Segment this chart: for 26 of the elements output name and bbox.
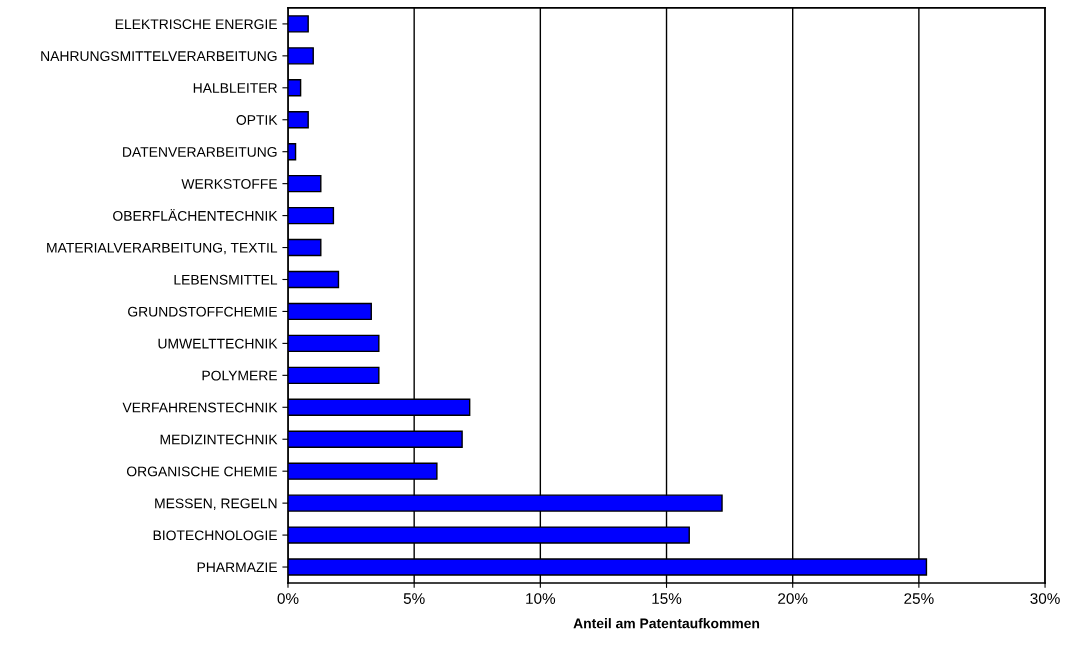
y-tick-label: ELEKTRISCHE ENERGIE xyxy=(115,19,277,30)
x-tick-label: 15% xyxy=(652,593,682,604)
x-tick-label: 10% xyxy=(526,593,556,604)
y-tick-label: ORGANISCHE CHEMIE xyxy=(126,466,277,477)
x-tick-label: 30% xyxy=(1030,593,1060,604)
x-tick-label: 25% xyxy=(904,593,934,604)
y-tick-label: BIOTECHNOLOGIE xyxy=(153,530,277,541)
x-tick-label: 0% xyxy=(277,593,299,604)
x-tick-label: 20% xyxy=(778,593,808,604)
y-tick-label: PHARMAZIE xyxy=(197,562,277,573)
y-tick-label: NAHRUNGSMITTELVERARBEITUNG xyxy=(41,51,277,62)
y-tick-label: MESSEN, REGELN xyxy=(155,498,277,510)
y-tick-label: MEDIZINTECHNIK xyxy=(160,434,278,445)
x-axis-title: Anteil am Patentaufkommen xyxy=(573,618,760,629)
y-tick-label: HALBLEITER xyxy=(193,83,277,93)
y-tick-label: OPTIK xyxy=(236,115,278,125)
y-tick-label: OBERFLÄCHENTECHNIK xyxy=(113,209,278,221)
y-tick-label: MATERIALVERARBEITUNG, TEXTIL xyxy=(47,242,278,255)
y-tick-label: DATENVERARBEITUNG xyxy=(123,147,277,157)
y-tick-label: VERFAHRENSTECHNIK xyxy=(122,402,278,413)
y-tick-label: LEBENSMITTEL xyxy=(174,274,278,285)
y-tick-label: GRUNDSTOFFCHEMIE xyxy=(128,306,277,317)
x-tick-label: 5% xyxy=(403,593,425,604)
y-tick-label: UMWELTTECHNIK xyxy=(158,338,278,349)
y-tick-label: WERKSTOFFE xyxy=(181,178,277,189)
y-tick-label: POLYMERE xyxy=(202,370,277,381)
